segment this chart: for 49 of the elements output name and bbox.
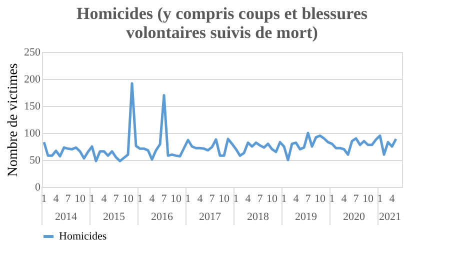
x-tick-label: 7 xyxy=(257,193,264,205)
x-tick-label: 7 xyxy=(161,193,168,205)
x-tick-label: 1 xyxy=(89,193,95,205)
x-tick-label: 10 xyxy=(218,193,230,205)
x-tick-label: 10 xyxy=(74,193,86,205)
x-tick-label: 4 xyxy=(341,193,348,205)
text: Homicides (y compris coups et blessures xyxy=(76,4,368,23)
x-tick-label: 7 xyxy=(113,193,120,205)
x-tick-label: 10 xyxy=(314,193,326,205)
x-tick-label: 7 xyxy=(65,193,72,205)
y-tick-label: 50 xyxy=(30,154,41,166)
x-tick-label: 4 xyxy=(101,193,108,205)
y-tick-label: 150 xyxy=(24,100,41,112)
y-tick-label: 0 xyxy=(35,182,41,194)
y-axis-title: Nombre de victimes xyxy=(6,63,21,177)
text: 2020 xyxy=(343,211,366,223)
x-tick-label: 7 xyxy=(305,193,312,205)
x-tick-label: 4 xyxy=(197,193,204,205)
text: 2021 xyxy=(379,211,401,223)
text: 2017 xyxy=(199,211,222,223)
text: 2015 xyxy=(103,211,126,223)
text: 2014 xyxy=(55,211,78,223)
text: volontaires suivis de mort) xyxy=(126,23,318,42)
text: 2018 xyxy=(247,211,270,223)
x-tick-label: 1 xyxy=(185,193,191,205)
x-tick-label: 10 xyxy=(170,193,182,205)
x-tick-label: 4 xyxy=(245,193,252,205)
x-tick-label: 1 xyxy=(137,193,143,205)
x-tick-label: 4 xyxy=(149,193,156,205)
text: 2019 xyxy=(295,211,318,223)
x-tick-label: 4 xyxy=(389,193,396,205)
x-tick-label: 1 xyxy=(41,193,47,205)
y-tick-label: 250 xyxy=(24,46,41,58)
x-tick-label: 10 xyxy=(362,193,374,205)
x-tick-label: 4 xyxy=(53,193,60,205)
x-tick-label: 1 xyxy=(329,193,335,205)
x-tick-label: 7 xyxy=(209,193,216,205)
x-tick-label: 1 xyxy=(377,193,383,205)
x-tick-label: 10 xyxy=(266,193,278,205)
y-tick-label: 200 xyxy=(24,74,41,86)
text: 2016 xyxy=(151,211,174,223)
x-tick-label: 1 xyxy=(233,193,239,205)
line-series xyxy=(42,82,398,162)
x-tick-label: 10 xyxy=(122,193,134,205)
y-tick-label: 100 xyxy=(24,128,41,140)
x-tick-label: 1 xyxy=(281,193,287,205)
x-tick-label: 4 xyxy=(293,193,300,205)
x-tick-label: 7 xyxy=(353,193,360,205)
legend-label: Homicides xyxy=(59,230,107,242)
